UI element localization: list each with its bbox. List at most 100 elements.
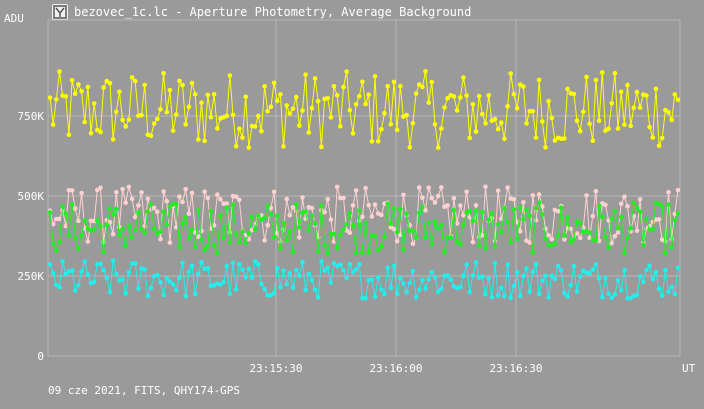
data-point <box>278 92 283 97</box>
data-point <box>278 246 283 251</box>
data-point <box>334 93 340 98</box>
data-point <box>148 133 154 139</box>
data-point <box>98 223 103 229</box>
data-point <box>183 122 188 127</box>
data-point <box>224 205 229 210</box>
data-point <box>164 198 170 204</box>
data-point <box>347 107 353 113</box>
data-point <box>151 205 157 211</box>
data-point <box>495 188 501 193</box>
data-point <box>584 74 589 80</box>
data-point <box>110 137 116 142</box>
data-point <box>543 236 548 241</box>
data-point <box>464 93 469 98</box>
data-point <box>644 267 649 273</box>
series-2 <box>47 200 681 256</box>
data-point <box>363 185 368 191</box>
data-point <box>369 139 375 144</box>
data-point <box>57 284 62 290</box>
data-point <box>641 279 646 285</box>
data-point <box>312 221 318 227</box>
data-point <box>255 213 261 218</box>
data-point <box>467 135 473 141</box>
data-point <box>252 259 258 264</box>
data-point <box>319 144 324 150</box>
x-axis-unit: UT <box>682 362 696 375</box>
data-point <box>91 279 97 285</box>
data-point <box>142 230 147 236</box>
data-point <box>404 289 409 295</box>
data-point <box>543 273 548 279</box>
data-point <box>132 227 138 232</box>
data-point <box>426 276 432 282</box>
data-point <box>593 262 599 267</box>
data-point <box>473 203 479 208</box>
data-point <box>413 235 419 241</box>
data-point <box>612 292 618 297</box>
data-point <box>637 197 643 202</box>
data-point <box>47 210 53 215</box>
data-point <box>287 270 293 276</box>
data-point <box>375 139 381 144</box>
data-point <box>63 271 69 277</box>
data-point <box>423 207 428 213</box>
data-point <box>79 269 84 274</box>
data-point <box>502 205 507 211</box>
data-point <box>637 105 643 110</box>
data-point <box>325 265 331 271</box>
data-point <box>672 217 678 223</box>
data-point <box>379 212 384 218</box>
data-point <box>347 261 353 267</box>
data-point <box>82 259 87 265</box>
data-point <box>666 202 671 207</box>
data-point <box>663 250 668 256</box>
data-point <box>420 84 425 90</box>
data-point <box>315 98 321 104</box>
data-point <box>391 206 397 211</box>
data-point <box>357 208 362 213</box>
data-point <box>123 200 128 205</box>
data-point <box>57 216 62 222</box>
data-point <box>511 91 517 97</box>
data-point <box>167 87 173 93</box>
data-point <box>85 272 91 277</box>
data-point <box>379 244 384 249</box>
data-point <box>669 245 674 250</box>
data-point <box>650 135 656 140</box>
data-point <box>508 240 513 245</box>
data-point <box>521 200 526 205</box>
data-point <box>511 197 517 202</box>
data-point <box>416 287 422 293</box>
data-point <box>552 241 558 246</box>
data-point <box>571 237 577 242</box>
data-point <box>388 121 394 127</box>
data-point <box>180 220 185 226</box>
data-point <box>555 209 561 214</box>
data-point <box>666 289 671 295</box>
data-point <box>347 210 353 216</box>
data-point <box>322 268 327 274</box>
data-point <box>164 109 170 115</box>
data-point <box>161 189 166 194</box>
data-point <box>287 213 293 218</box>
data-point <box>306 130 312 135</box>
data-point <box>221 236 226 241</box>
data-point <box>192 292 198 297</box>
data-point <box>480 232 485 238</box>
data-point <box>618 89 624 95</box>
data-point <box>72 91 78 96</box>
data-point <box>79 190 84 196</box>
data-point <box>218 197 223 202</box>
grid <box>47 19 681 357</box>
data-point <box>110 231 116 237</box>
data-point <box>224 263 229 269</box>
data-point <box>495 126 501 132</box>
axes: 0 250K 500K 750K 23:15:30 23:16:00 23:16:30 UT <box>18 110 696 375</box>
data-point <box>363 296 368 301</box>
data-point <box>325 197 331 202</box>
data-point <box>407 280 413 286</box>
photometry-chart[interactable]: 0 250K 500K 750K 23:15:30 23:16:00 23:16:30 UT <box>0 0 704 380</box>
data-point <box>432 122 438 127</box>
data-point <box>158 279 163 285</box>
data-point <box>350 131 356 136</box>
